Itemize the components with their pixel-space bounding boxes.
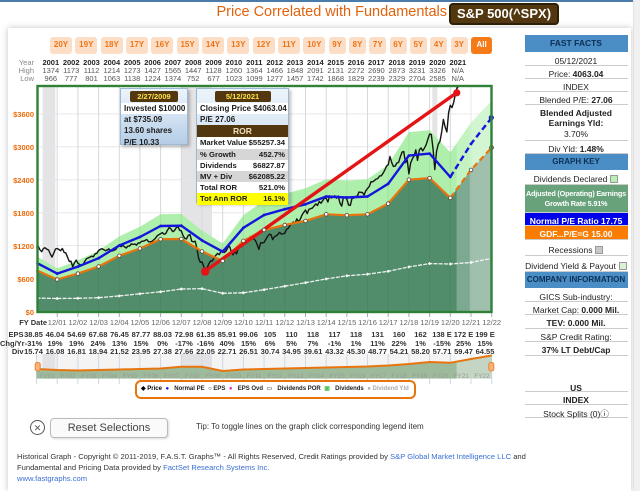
svg-text:FY01: FY01 [40, 373, 56, 380]
svg-text:FY11: FY11 [247, 373, 262, 380]
svg-text:FY15: FY15 [330, 373, 346, 380]
svg-text:FY17: FY17 [371, 373, 387, 380]
svg-text:FY06: FY06 [143, 373, 159, 380]
svg-text:FY21: FY21 [454, 373, 470, 380]
svg-text:FY22: FY22 [474, 373, 490, 380]
svg-text:FY08: FY08 [185, 373, 201, 380]
svg-text:FY14: FY14 [309, 373, 325, 380]
svg-text:FY13: FY13 [288, 373, 304, 380]
svg-text:FY03: FY03 [81, 373, 97, 380]
svg-text:FY04: FY04 [102, 373, 118, 380]
svg-text:FY12: FY12 [268, 373, 284, 380]
svg-text:FY18: FY18 [392, 373, 408, 380]
svg-text:FY16: FY16 [350, 373, 366, 380]
svg-text:FY02: FY02 [61, 373, 77, 380]
svg-text:FY19: FY19 [412, 373, 428, 380]
svg-text:FY20: FY20 [433, 373, 449, 380]
svg-text:FY10: FY10 [226, 373, 242, 380]
svg-text:FY07: FY07 [164, 373, 180, 380]
svg-text:FY09: FY09 [205, 373, 221, 380]
svg-text:FY05: FY05 [123, 373, 139, 380]
